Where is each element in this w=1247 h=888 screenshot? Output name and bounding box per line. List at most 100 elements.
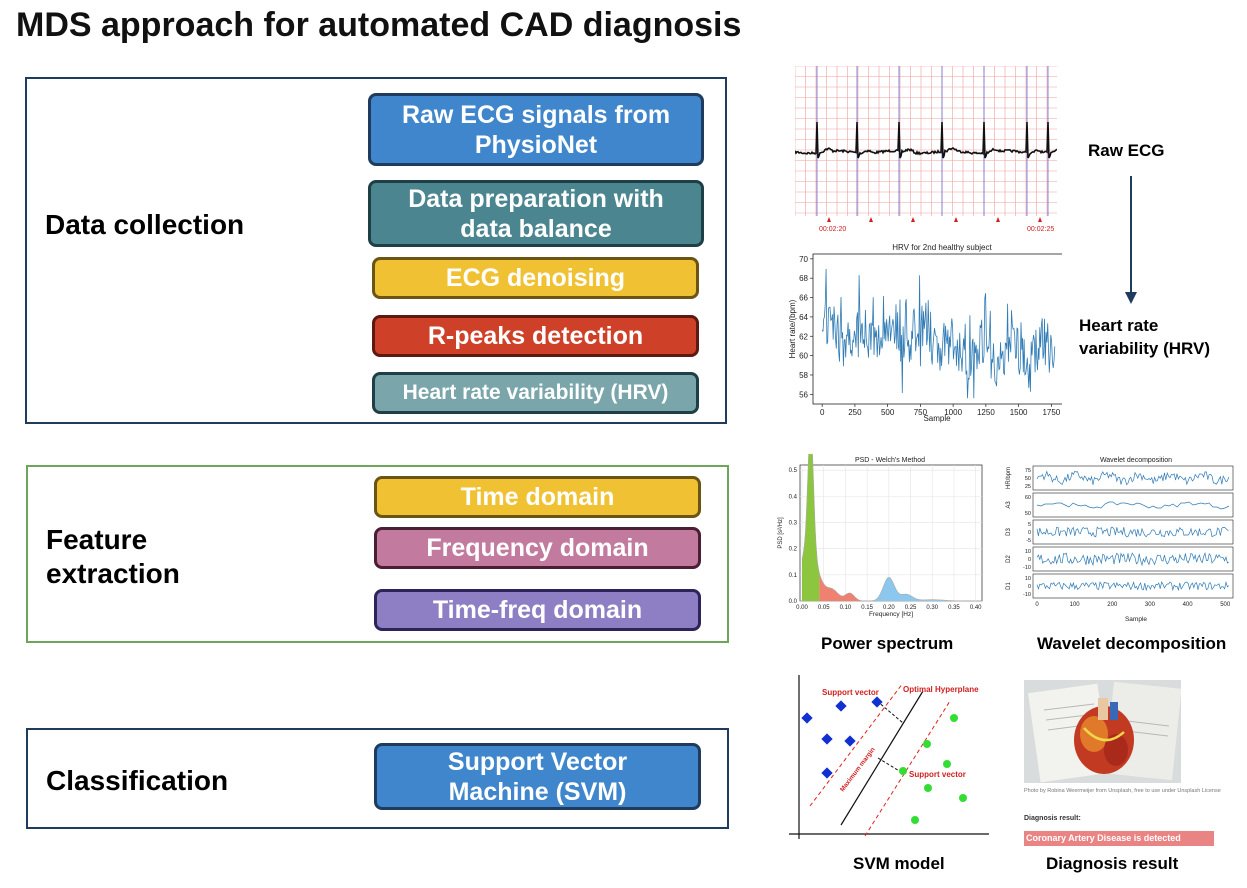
classification-label: Classification (46, 765, 229, 796)
hrv-y-tick-label: 62 (799, 332, 808, 341)
psd-x-tick-label: 0.20 (883, 605, 895, 611)
wavelet-x-tick-label: 500 (1220, 602, 1231, 608)
svm-class-b-point (959, 794, 967, 802)
ecg-marker-icon (954, 217, 958, 222)
psd-caption: Power spectrum (821, 634, 954, 653)
svm-class-b-point (899, 767, 907, 775)
psd-x-tick-label: 0.10 (840, 605, 852, 611)
wavelet-row-tick: 25 (1025, 484, 1031, 490)
hrv-y-tick-label: 58 (799, 371, 808, 380)
psd-vlf-band (802, 454, 820, 601)
svm-class-b-point (950, 714, 958, 722)
svm-distance-top (876, 700, 904, 724)
flow-arrow (1125, 176, 1137, 304)
step-data-preparation: Data preparation with data balance (368, 180, 704, 247)
hrv-x-ticks: 0 250 500 750 1000 1250 1500 1750 (820, 404, 1061, 417)
diagnosis-result-label: Diagnosis result: (1024, 815, 1081, 822)
hrv-axes-frame (812, 253, 1062, 405)
svm-margin-line-right (864, 700, 951, 837)
step-time-freq-domain: Time-freq domain (374, 589, 701, 631)
psd-xlabel: Frequency [Hz] (869, 611, 913, 618)
svm-class-a-point (871, 696, 883, 708)
ecg-time-label-start: 00:02:20 (819, 226, 846, 233)
wavelet-x-tick-label: 300 (1145, 602, 1156, 608)
wavelet-row-tick: 10 (1025, 576, 1031, 582)
psd-figure: PSD - Welch's Method 0.00 0.05 0.10 0.15 0.2… (778, 454, 983, 618)
psd-axes-frame (799, 464, 983, 602)
ecg-marker-icon (827, 217, 831, 222)
step-frequency-domain: Frequency domain (374, 527, 701, 569)
psd-x-tick-label: 0.30 (926, 605, 938, 611)
wavelet-row-tick: 5 (1028, 522, 1031, 528)
arrow-head-icon (1125, 292, 1137, 304)
svm-figure: Support vector Optimal Hyperplane Suppor… (789, 675, 989, 839)
step-raw-ecg: Raw ECG signals from PhysioNet (368, 93, 704, 166)
wavelet-row-tick: -10 (1023, 592, 1031, 598)
wavelet-series-line (1036, 470, 1230, 486)
psd-y-tick-label: 0.2 (789, 547, 798, 553)
hrv-y-tick-label: 64 (799, 313, 808, 322)
step-svm: Support Vector Machine (SVM) (374, 743, 701, 810)
hrv-ylabel: Heart rate/(bpm) (788, 299, 797, 358)
svm-class-b-point (923, 740, 931, 748)
hrv-figure: HRV for 2nd healthy subject 56 58 60 62 64 66… (788, 243, 1062, 423)
wavelet-row-label: A3 (1006, 501, 1012, 509)
svm-distance-bottom (877, 757, 902, 773)
hrv-x-tick-label: 750 (914, 408, 928, 417)
ecg-time-label-end: 00:02:25 (1027, 226, 1054, 233)
svm-label-support-vector-right: Support vector (909, 770, 966, 779)
svm-label-support-vector-top: Support vector (822, 688, 879, 697)
svm-class-a-point (821, 733, 833, 745)
wavelet-row-tick: -5 (1026, 538, 1031, 544)
raw-ecg-figure: 00:02:20 00:02:25 (795, 66, 1057, 233)
raw-ecg-caption: Raw ECG (1088, 141, 1165, 160)
wavelet-x-tick-label: 100 (1070, 602, 1081, 608)
hrv-series-line (821, 268, 1056, 399)
psd-y-tick-label: 0.5 (789, 468, 798, 474)
hrv-x-tick-label: 1500 (1010, 408, 1028, 417)
data-collection-label: Data collection (45, 209, 245, 240)
wavelet-x-tick-label: 0 (1035, 602, 1039, 608)
psd-x-tick-label: 0.25 (905, 605, 917, 611)
wavelet-row-label: D3 (1006, 528, 1012, 536)
hrv-y-tick-label: 56 (799, 390, 808, 399)
psd-y-tick-label: 0.0 (789, 599, 798, 605)
wavelet-row-label: HR/bpm (1006, 467, 1012, 489)
hrv-caption: Heart rate variability (HRV) (1079, 316, 1211, 358)
psd-ticks: 0.00 0.05 0.10 0.15 0.20 0.25 0.30 0.35 0.40 0.0 0… (789, 468, 982, 611)
wavelet-series-line (1036, 526, 1229, 538)
heart-model-icon (1024, 680, 1181, 783)
psd-ylabel: PSD [s²/Hz] (778, 517, 784, 549)
psd-y-tick-label: 0.1 (789, 573, 798, 579)
feature-extraction-label: Feature extraction (46, 524, 180, 589)
diagnosis-result-banner: Coronary Artery Disease is detected (1024, 831, 1214, 846)
psd-hf-band (867, 577, 976, 601)
psd-lf-band (819, 572, 868, 601)
wavelet-row-tick: 50 (1025, 476, 1031, 482)
wavelet-caption: Wavelet decomposition (1037, 634, 1227, 653)
ecg-grid (795, 66, 1057, 216)
wavelet-row-tick: 50 (1025, 511, 1031, 517)
psd-y-tick-label: 0.3 (789, 521, 798, 527)
wavelet-row-tick: -10 (1023, 565, 1031, 571)
ecg-marker-icon (1038, 217, 1042, 222)
hrv-y-tick-label: 68 (799, 274, 808, 283)
wavelet-plot-title: Wavelet decomposition (1100, 457, 1172, 464)
step-time-domain: Time domain (374, 476, 701, 518)
ecg-marker-icon (869, 217, 873, 222)
wavelet-figure: Wavelet decomposition HR/bpm 755025A36050… (1006, 457, 1234, 623)
hrv-x-tick-label: 1250 (977, 408, 995, 417)
ecg-marker-icon (911, 217, 915, 222)
ecg-marker-icon (996, 217, 1000, 222)
wavelet-row-tick: 0 (1028, 557, 1031, 563)
diagnosis-caption: Diagnosis result (1046, 854, 1179, 873)
psd-x-tick-label: 0.40 (970, 605, 982, 611)
svm-class-a-point (844, 735, 856, 747)
svm-label-hyperplane: Optimal Hyperplane (903, 685, 979, 694)
wavelet-row-frame (1032, 546, 1234, 572)
wavelet-x-ticks: 0 100 200 300 400 500 (1035, 602, 1231, 608)
psd-y-tick-label: 0.4 (789, 494, 798, 500)
psd-x-tick-label: 0.00 (796, 605, 808, 611)
svm-class-b-point (943, 760, 951, 768)
